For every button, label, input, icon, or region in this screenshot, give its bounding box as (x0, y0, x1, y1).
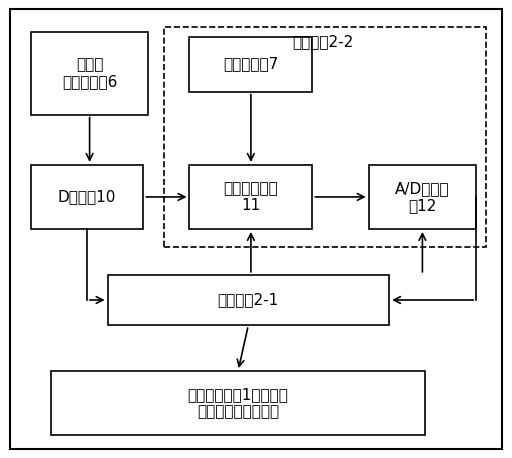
Text: 电压传感器7: 电压传感器7 (223, 57, 279, 71)
Text: 峰值保持电路
11: 峰值保持电路 11 (224, 181, 278, 213)
Text: 人机交互界面1显示测量
结果或通讯至上位机: 人机交互界面1显示测量 结果或通讯至上位机 (187, 387, 289, 419)
Bar (164, 27, 486, 247)
Text: 微电流
微分传感器6: 微电流 微分传感器6 (62, 57, 117, 89)
Bar (31, 32, 148, 114)
Bar (51, 371, 425, 435)
Text: A/D采集电
路12: A/D采集电 路12 (395, 181, 450, 213)
Text: 测量单元2-2: 测量单元2-2 (292, 34, 353, 49)
Bar (369, 165, 476, 229)
Bar (108, 275, 389, 325)
Bar (189, 165, 312, 229)
Text: 控制单元2-1: 控制单元2-1 (218, 293, 279, 307)
Text: D触发器10: D触发器10 (58, 190, 116, 204)
Bar (31, 165, 143, 229)
Bar (189, 37, 312, 92)
